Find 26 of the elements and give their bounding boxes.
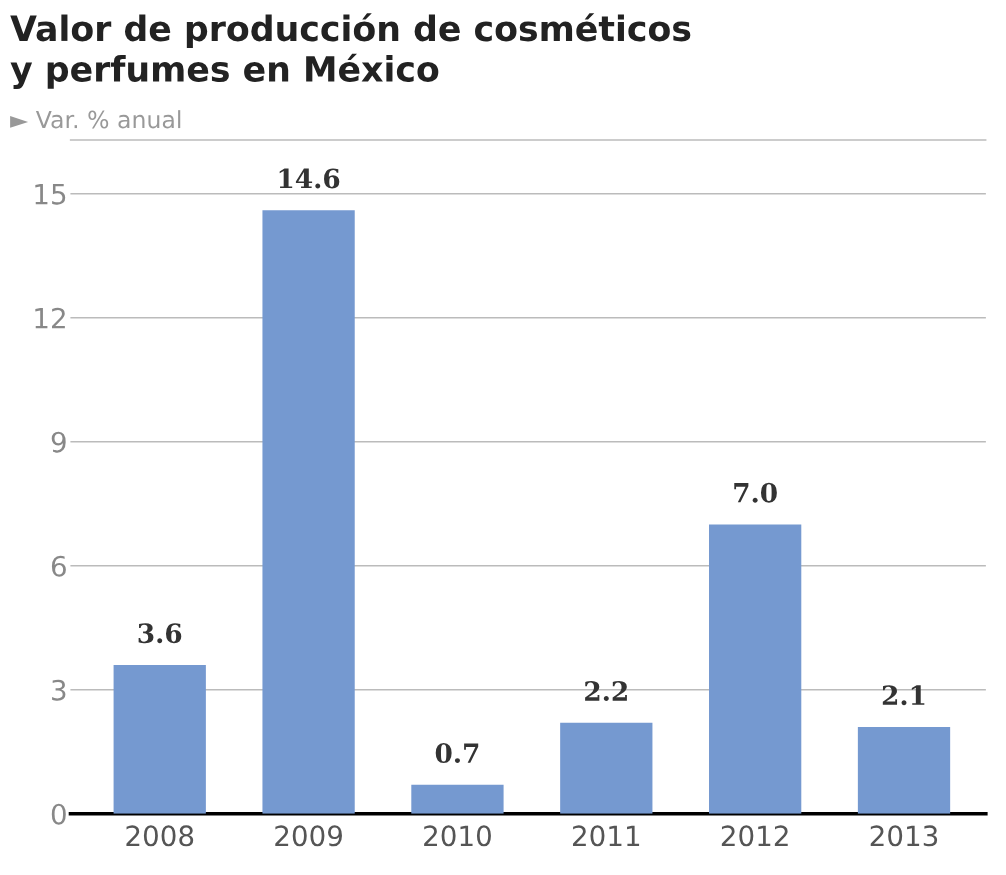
bar: [113, 664, 206, 814]
data-label: 3.6: [138, 623, 182, 644]
x-tick-label: 2011: [572, 825, 640, 847]
data-label: 7.0: [734, 482, 777, 503]
bar: [411, 784, 504, 814]
y-tick-label: 6: [51, 555, 66, 577]
y-tick-label: 0: [51, 803, 66, 825]
x-tick-label: 2013: [870, 825, 938, 847]
data-label: 0.7: [435, 743, 479, 764]
bar: [709, 524, 802, 814]
bar: [262, 210, 355, 814]
y-tick-label: 15: [35, 184, 66, 205]
chart-title: Valor de producción de cosméticos y perfumes en México: [10, 13, 691, 89]
bar: [560, 722, 653, 814]
data-label: 14.6: [279, 168, 340, 189]
x-tick-label: 2009: [275, 825, 342, 847]
y-tick-label: 3: [52, 679, 66, 701]
x-tick-label: 2012: [721, 825, 788, 847]
data-label: 2.1: [882, 685, 925, 706]
chart-subtitle: ► Var. % anual: [10, 110, 181, 129]
x-tick-label: 2008: [126, 825, 194, 847]
y-tick-label: 12: [35, 307, 65, 329]
x-tick-label: 2010: [424, 825, 491, 847]
bar: [857, 726, 951, 814]
y-tick-label: 9: [51, 431, 66, 453]
data-label: 2.2: [585, 681, 627, 702]
